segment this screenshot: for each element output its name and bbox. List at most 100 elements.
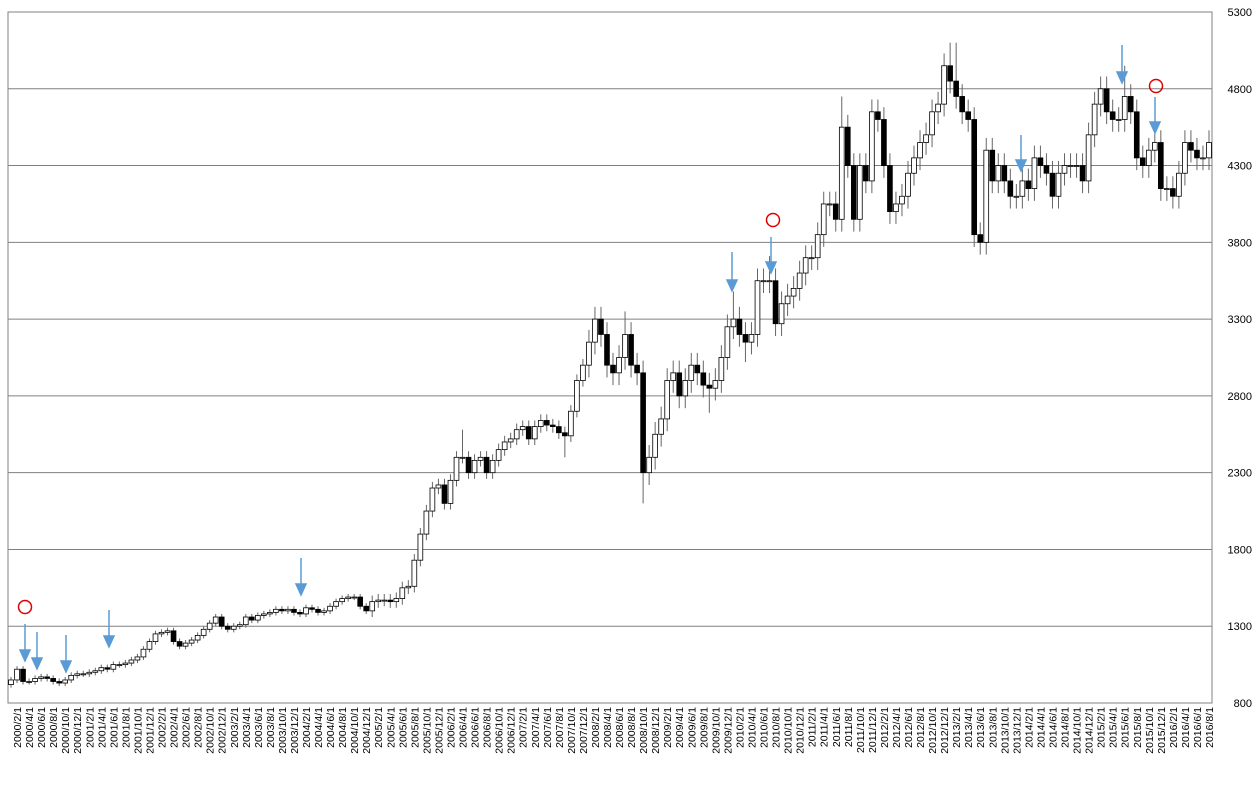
- x-tick-label: 2010/4/1: [746, 707, 758, 748]
- arrow: [30, 632, 44, 671]
- candle-body: [766, 280, 773, 283]
- candle-body: [140, 648, 147, 658]
- candle-body: [748, 334, 755, 343]
- annotations: [17, 78, 1164, 615]
- x-tick-label: 2005/10/1: [421, 707, 433, 754]
- candle-body: [1206, 142, 1212, 159]
- x-tick-label: 2005/6/1: [397, 707, 409, 748]
- candle-body: [273, 608, 279, 613]
- candle-body: [1133, 111, 1140, 159]
- x-tick-label: 2007/6/1: [542, 707, 554, 748]
- candle-body: [712, 380, 719, 389]
- x-tick-label: 2000/2/1: [12, 707, 24, 748]
- arrow: [59, 635, 73, 674]
- candle-body: [291, 608, 297, 613]
- x-tick-label: 2014/10/1: [1072, 707, 1084, 754]
- candle-body: [20, 668, 26, 682]
- candle-body: [459, 456, 466, 459]
- x-tick-label: 2015/10/1: [1144, 707, 1156, 754]
- candle-body: [110, 664, 117, 670]
- x-tick-label: 2010/2/1: [734, 707, 746, 748]
- candle-body: [44, 676, 50, 679]
- x-tick-label: 2012/6/1: [903, 707, 915, 748]
- candle-body: [206, 622, 213, 630]
- candle-body: [297, 612, 303, 615]
- candle-body: [923, 134, 929, 143]
- candle-body: [977, 234, 984, 243]
- arrow: [102, 610, 116, 649]
- x-tick-label: 2009/2/1: [662, 707, 674, 748]
- y-tick-label: 2300: [1228, 468, 1252, 480]
- x-tick-label: 2013/12/1: [1011, 707, 1023, 754]
- candle-body: [604, 334, 610, 366]
- candle-body: [887, 165, 893, 213]
- x-tick-label: 2016/4/1: [1180, 707, 1192, 748]
- arrow: [294, 558, 308, 597]
- candle-body: [1049, 172, 1056, 197]
- candle-body: [50, 678, 56, 682]
- candle-body: [893, 203, 899, 213]
- x-tick-label: 2016/8/1: [1204, 707, 1216, 748]
- candle-body: [965, 111, 971, 120]
- x-tick-label: 2004/12/1: [361, 707, 373, 754]
- candle-body: [158, 631, 165, 635]
- candle-body: [1158, 142, 1164, 189]
- candle-body: [477, 456, 484, 461]
- candle-body: [1200, 157, 1206, 160]
- candle-body: [718, 357, 725, 381]
- candle-body: [375, 599, 382, 603]
- x-tick-label: 2002/6/1: [181, 707, 193, 748]
- circle-marker: [1148, 78, 1164, 94]
- circle-marker: [17, 599, 33, 615]
- candle-body: [381, 599, 388, 602]
- candle-body: [249, 616, 255, 621]
- candle-body: [447, 479, 454, 504]
- arrow: [725, 252, 739, 293]
- candle-body: [917, 142, 923, 159]
- x-tick-label: 2013/6/1: [975, 707, 987, 748]
- candle-body: [742, 334, 749, 343]
- arrow: [1014, 135, 1028, 173]
- x-tick-label: 2001/10/1: [132, 707, 144, 754]
- arrow: [1148, 97, 1162, 135]
- candle-body: [441, 484, 448, 504]
- x-tick-label: 2013/10/1: [999, 707, 1011, 754]
- x-tick-label: 2001/2/1: [84, 707, 96, 748]
- candle-body: [429, 487, 436, 512]
- x-tick-label: 2009/8/1: [698, 707, 710, 748]
- candle-body: [760, 280, 767, 283]
- candle-body: [261, 613, 267, 616]
- candle-body: [700, 372, 707, 386]
- candle-body: [1194, 149, 1200, 159]
- candle-body: [98, 667, 105, 672]
- candle-body: [507, 438, 514, 443]
- candle-body: [881, 119, 887, 166]
- x-tick-label: 2000/8/1: [48, 707, 60, 748]
- candle-body: [1079, 165, 1086, 182]
- candle-body: [285, 608, 291, 612]
- candle-body: [820, 203, 827, 236]
- x-tick-label: 2000/6/1: [36, 707, 48, 748]
- x-tick-label: 2004/8/1: [337, 707, 349, 748]
- candle-body: [724, 326, 731, 358]
- candle-body: [580, 364, 586, 381]
- candle-body: [471, 459, 478, 474]
- x-tick-label: 2008/4/1: [602, 707, 614, 748]
- x-tick-label: 2006/10/1: [494, 707, 506, 754]
- x-tick-label: 2013/8/1: [987, 707, 999, 748]
- candle-body: [339, 598, 345, 603]
- x-tick-label: 2011/4/1: [819, 707, 831, 747]
- x-tick-label: 2003/4/1: [241, 707, 253, 748]
- candle-body: [489, 459, 496, 474]
- x-tick-label: 2005/2/1: [373, 707, 385, 748]
- candle-body: [80, 673, 87, 676]
- candle-body: [122, 662, 129, 666]
- candle-body: [983, 149, 990, 243]
- candle-body: [676, 372, 683, 397]
- candle-body: [586, 341, 592, 366]
- plot-frame: [7, 11, 1213, 704]
- candle-body: [1109, 111, 1116, 120]
- candle-body: [14, 668, 20, 681]
- x-tick-label: 2014/2/1: [1023, 707, 1035, 748]
- x-tick-label: 2001/4/1: [96, 707, 108, 748]
